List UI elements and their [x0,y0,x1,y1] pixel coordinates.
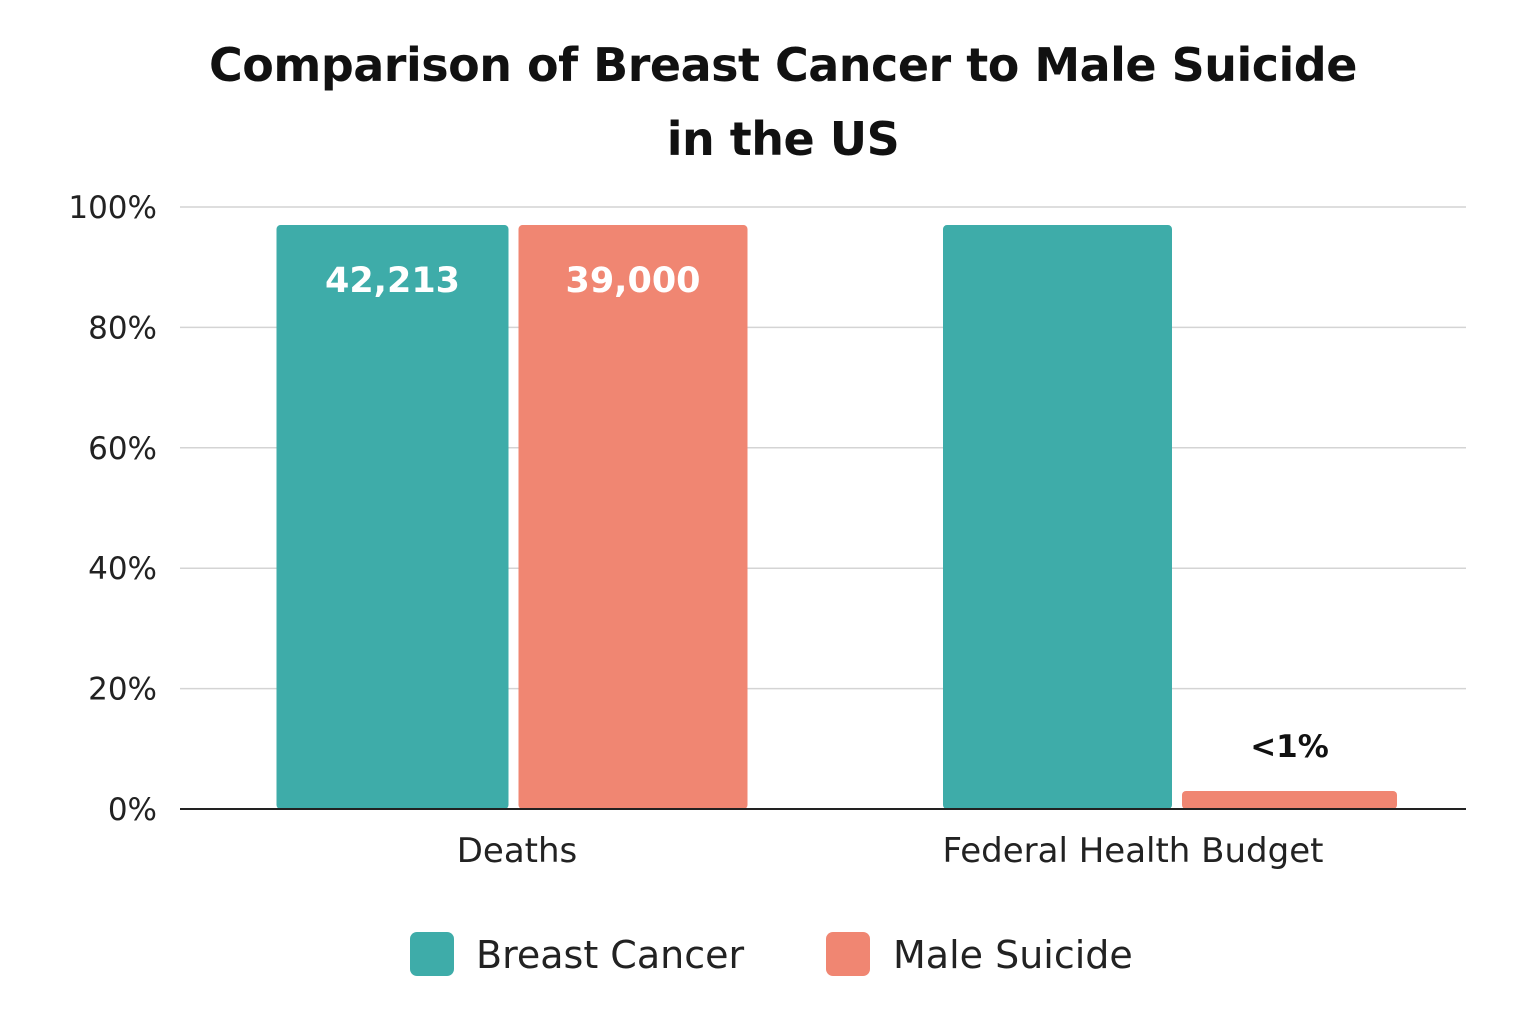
data-labels: 42,213 39,000 <1% [325,261,1329,765]
legend: Breast Cancer Male Suicide [410,932,1133,977]
bar-breast-cancer-federal-health-budget [943,225,1172,809]
bar-male-suicide-federal-health-budget [1182,790,1397,809]
legend-label-male-suicide: Male Suicide [893,933,1133,977]
legend-swatch-breast-cancer [410,932,454,976]
legend-swatch-male-suicide [826,932,870,976]
legend-label-breast-cancer: Breast Cancer [476,933,744,977]
data-label: 42,213 [325,261,460,301]
data-label: 39,000 [565,261,700,301]
y-axis-ticks: 0% 20% 40% 60% 80% 100% [68,190,157,828]
y-tick-label: 20% [88,672,157,708]
y-tick-label: 60% [88,431,157,467]
y-tick-label: 0% [108,792,157,828]
chart-title-line-2: in the US [666,112,900,166]
y-tick-label: 40% [88,551,157,587]
chart-title: Comparison of Breast Cancer to Male Suic… [168,28,1398,176]
bar-male-suicide-deaths [518,225,748,809]
bars [276,225,1397,809]
data-label: <1% [1250,729,1329,765]
x-category-label: Deaths [457,831,578,871]
y-tick-label: 100% [68,190,157,226]
x-axis-categories: Deaths Federal Health Budget [457,831,1324,871]
chart-title-line-1: Comparison of Breast Cancer to Male Suic… [209,38,1357,92]
x-category-label: Federal Health Budget [943,831,1324,871]
y-tick-label: 80% [88,310,157,346]
bar-breast-cancer-deaths [276,225,509,809]
